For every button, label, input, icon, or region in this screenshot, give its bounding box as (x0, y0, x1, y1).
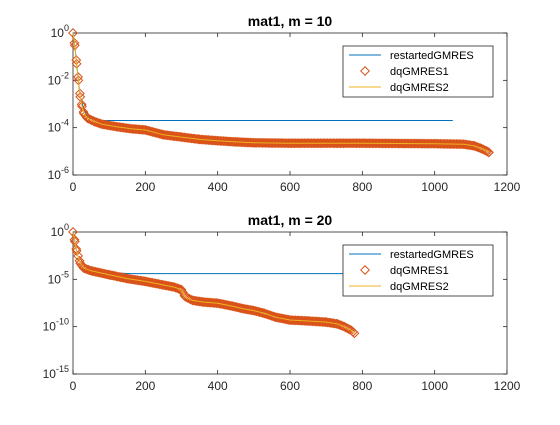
legend-label: restartedGMRES (390, 249, 474, 261)
data-point (71, 58, 82, 69)
x-tick-label: 1000 (421, 180, 448, 194)
chart-title: mat1, m = 10 (248, 13, 333, 29)
x-tick-label: 200 (135, 180, 155, 194)
legend-label: dqGMRES2 (390, 281, 449, 293)
legend-label: restartedGMRES (390, 50, 474, 62)
series-dqGMRES1 (68, 28, 494, 158)
x-tick-label: 200 (135, 379, 155, 393)
data-point (69, 40, 80, 51)
chart-panel-2: mat1, m = 20 0 200 400 600 800 1000 1200 10-15 10… (43, 212, 521, 393)
series-line (72, 32, 490, 153)
data-point (69, 236, 80, 247)
data-point (74, 255, 85, 266)
chart-panel-1: mat1, m = 10 0 200 400 600 800 1000 1200 10-6 10-… (48, 13, 521, 194)
series-dqGMRES2 (72, 231, 355, 334)
x-tick-label: 600 (280, 180, 300, 194)
legend-swatch (360, 265, 370, 275)
x-tick-label: 1200 (494, 180, 521, 194)
data-point (75, 91, 86, 102)
y-tick-label: 10-6 (48, 165, 69, 182)
legend-label: dqGMRES1 (390, 265, 449, 277)
series-dqGMRES1 (68, 227, 360, 339)
x-tick-label: 1000 (421, 379, 448, 393)
y-tick-label: 10-5 (48, 269, 69, 286)
x-tick-label: 1200 (494, 379, 521, 393)
x-tick-label: 400 (208, 379, 228, 393)
y-tick-label: 100 (51, 222, 69, 239)
x-tick-label: 400 (208, 180, 228, 194)
data-point (69, 37, 80, 48)
data-point (68, 28, 78, 38)
legend: restartedGMRES dqGMRES1 dqGMRES2 (342, 244, 494, 297)
data-point (71, 245, 82, 256)
y-tick-label: 100 (51, 23, 69, 40)
y-tick-label: 10-2 (48, 70, 69, 87)
data-point (68, 227, 78, 237)
x-tick-label: 0 (70, 180, 77, 194)
series-line (72, 231, 355, 334)
legend-swatch (360, 66, 370, 76)
x-tick-label: 0 (70, 379, 77, 393)
x-tick-label: 800 (352, 180, 372, 194)
y-tick-label: 10-10 (43, 317, 69, 334)
series-dqGMRES2 (72, 32, 490, 153)
x-tick-label: 800 (352, 379, 372, 393)
data-point (483, 147, 494, 158)
legend-label: dqGMRES1 (390, 66, 449, 78)
data-point (71, 244, 82, 254)
data-point (69, 234, 80, 245)
data-point (73, 75, 84, 86)
legend-label: dqGMRES2 (390, 82, 449, 94)
y-tick-label: 10-15 (43, 364, 69, 381)
chart-title: mat1, m = 20 (248, 212, 333, 228)
data-point (76, 99, 87, 110)
legend: restartedGMRES dqGMRES1 dqGMRES2 (342, 45, 494, 98)
x-tick-label: 600 (280, 379, 300, 393)
y-tick-label: 10-4 (48, 118, 69, 135)
